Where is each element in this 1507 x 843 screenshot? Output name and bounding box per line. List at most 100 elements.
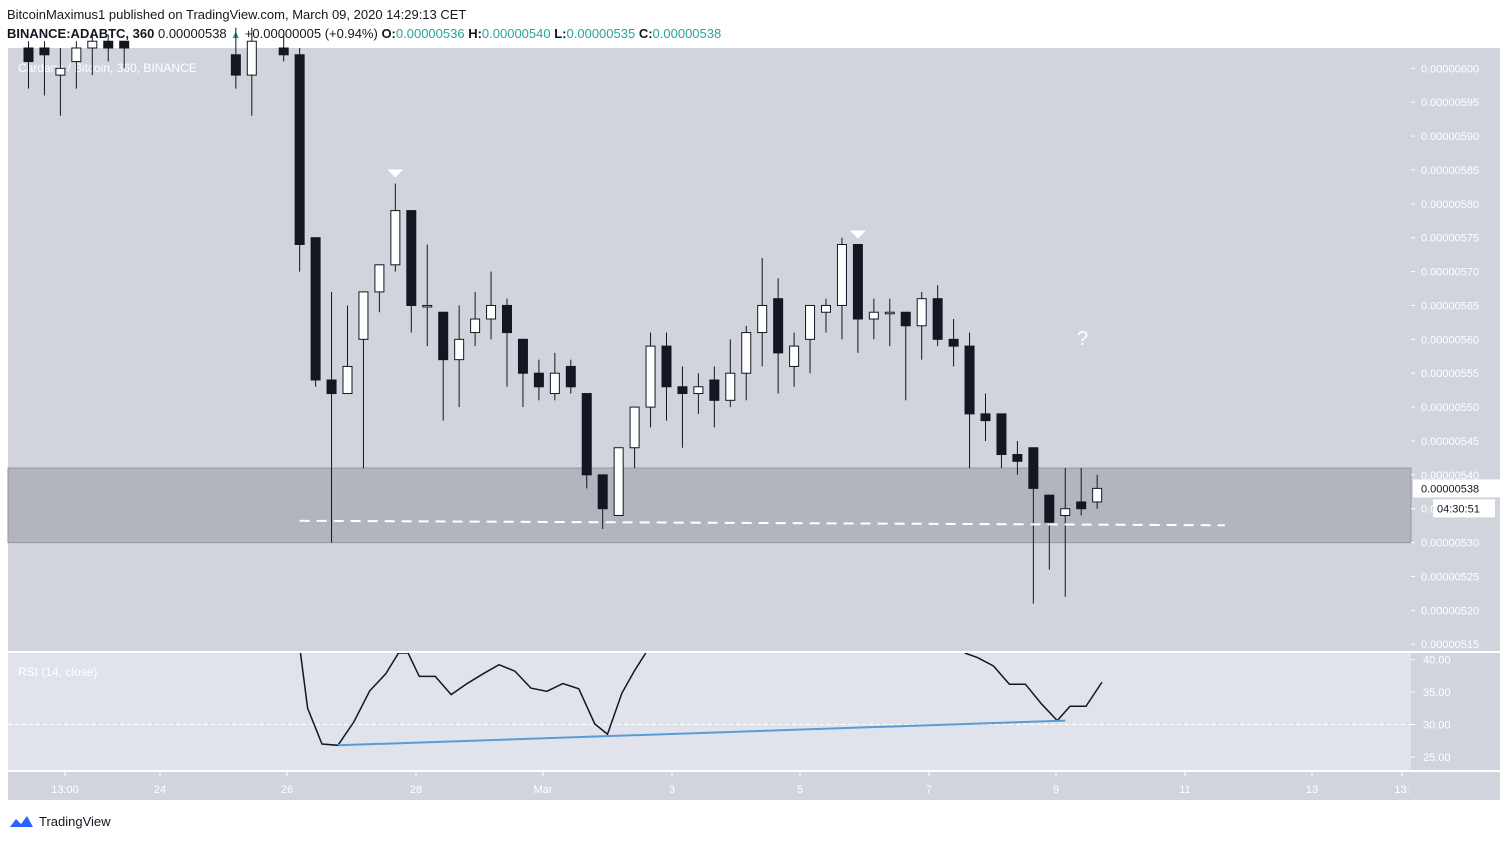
- candle-body: [342, 365, 353, 395]
- candle[interactable]: [422, 244, 433, 347]
- candle-body: [517, 338, 528, 374]
- candle[interactable]: [948, 319, 959, 367]
- candle[interactable]: [39, 41, 50, 96]
- candle[interactable]: [996, 413, 1007, 469]
- price-tick-label: 0.00000595: [1421, 97, 1479, 109]
- candle-body: [1092, 487, 1103, 503]
- cloud-icon: [10, 816, 33, 827]
- candle[interactable]: [278, 34, 289, 62]
- candle-body: [565, 365, 576, 388]
- candle[interactable]: [964, 332, 975, 469]
- candle[interactable]: [119, 40, 130, 69]
- candle[interactable]: [502, 298, 512, 387]
- candle[interactable]: [836, 237, 847, 340]
- candle[interactable]: [470, 291, 481, 347]
- candle[interactable]: [71, 41, 82, 89]
- candle[interactable]: [517, 338, 528, 408]
- candle[interactable]: [773, 278, 784, 394]
- candle[interactable]: [326, 291, 337, 543]
- candle-body: [852, 243, 863, 320]
- candle[interactable]: [741, 325, 752, 401]
- candle-body: [581, 393, 592, 476]
- candle[interactable]: [1092, 474, 1103, 509]
- candle[interactable]: [406, 210, 417, 333]
- candle[interactable]: [310, 237, 321, 387]
- candle[interactable]: [884, 298, 895, 347]
- candle[interactable]: [374, 264, 385, 313]
- time-tick-label: 28: [410, 784, 422, 796]
- time-tick-label: 9: [1053, 784, 1059, 796]
- support-zone[interactable]: [7, 467, 1412, 544]
- candle-body: [502, 304, 512, 334]
- candle[interactable]: [533, 359, 544, 401]
- candle[interactable]: [725, 339, 736, 408]
- candle[interactable]: [342, 305, 353, 395]
- candle-body: [741, 332, 752, 374]
- candle[interactable]: [932, 285, 943, 347]
- candle-body: [470, 318, 481, 334]
- candle[interactable]: [87, 34, 98, 76]
- rsi-pane[interactable]: [8, 653, 1411, 770]
- candle[interactable]: [900, 311, 911, 401]
- candle-body: [964, 345, 975, 415]
- candle[interactable]: [23, 41, 34, 89]
- candle[interactable]: [1028, 447, 1039, 604]
- candle[interactable]: [789, 332, 800, 387]
- candle-body: [246, 40, 257, 76]
- brand-name: TradingView: [39, 813, 111, 829]
- time-axis[interactable]: [8, 772, 1411, 800]
- candle[interactable]: [693, 373, 704, 414]
- candle[interactable]: [246, 27, 257, 116]
- tradingview-logo[interactable]: TradingView: [7, 813, 111, 829]
- candle[interactable]: [677, 366, 688, 448]
- author-name[interactable]: BitcoinMaximus1: [7, 7, 106, 22]
- candle[interactable]: [390, 183, 401, 272]
- support-line[interactable]: [299, 519, 1225, 527]
- candle[interactable]: [549, 352, 560, 401]
- candle[interactable]: [868, 298, 879, 340]
- price-axis[interactable]: [1411, 48, 1500, 800]
- candle[interactable]: [852, 243, 863, 353]
- candle[interactable]: [565, 359, 576, 394]
- candle[interactable]: [454, 305, 465, 408]
- candle[interactable]: [103, 34, 114, 62]
- candle[interactable]: [916, 291, 927, 360]
- candle-body: [310, 237, 321, 381]
- candle[interactable]: [613, 447, 624, 516]
- candle[interactable]: [1012, 440, 1023, 475]
- candle-body: [278, 47, 289, 56]
- rsi-tick-label: 40.00: [1423, 655, 1451, 667]
- candle[interactable]: [358, 291, 369, 469]
- candle[interactable]: [757, 258, 768, 367]
- candle[interactable]: [821, 298, 831, 333]
- candle[interactable]: [294, 48, 305, 272]
- candle[interactable]: [661, 332, 672, 421]
- candle[interactable]: [230, 27, 241, 89]
- rsi-tick-label: 25.00: [1423, 752, 1451, 764]
- candle[interactable]: [980, 393, 991, 441]
- candle[interactable]: [438, 311, 449, 421]
- main-pane[interactable]: [8, 48, 1411, 651]
- candle-body: [900, 311, 911, 327]
- candle[interactable]: [645, 332, 656, 428]
- candle-body: [916, 298, 927, 327]
- candle[interactable]: [597, 474, 608, 530]
- time-tick-label: 26: [281, 784, 293, 796]
- candle-body: [693, 386, 704, 395]
- candle[interactable]: [1044, 494, 1055, 570]
- candle[interactable]: [805, 304, 816, 374]
- bullish-divergence-line[interactable]: [337, 719, 1066, 747]
- candle[interactable]: [709, 366, 720, 428]
- candle-body: [757, 304, 768, 334]
- candle-body: [374, 264, 385, 293]
- candle[interactable]: [486, 271, 497, 340]
- candle[interactable]: [1076, 468, 1087, 516]
- candle[interactable]: [1060, 468, 1071, 597]
- candle[interactable]: [55, 48, 66, 116]
- published-text: published on TradingView.com, March 09, …: [108, 7, 467, 22]
- candle[interactable]: [629, 406, 640, 469]
- candle-body: [645, 345, 656, 408]
- candle[interactable]: [581, 393, 592, 489]
- symbol-name[interactable]: BINANCE:ADABTC, 360: [7, 26, 155, 41]
